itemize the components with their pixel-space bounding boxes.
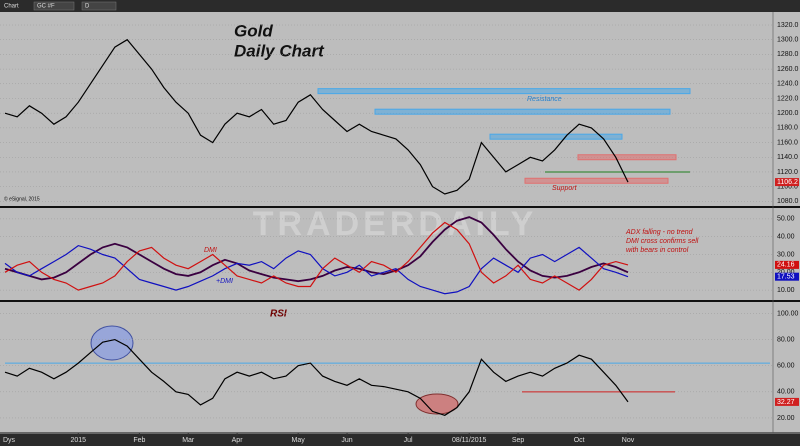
y-tick-label: 1140.0 bbox=[777, 154, 798, 161]
window-title: Chart bbox=[4, 4, 19, 10]
annotation: Support bbox=[552, 185, 578, 192]
y-tick-label: 50.00 bbox=[777, 216, 795, 223]
last-value-tag bbox=[775, 178, 799, 187]
x-tick-label: Nov bbox=[622, 437, 635, 444]
panel-title: RSI bbox=[270, 309, 287, 320]
y-tick-label: 20.00 bbox=[777, 415, 795, 422]
y-tick-label: 1320.0 bbox=[777, 22, 799, 29]
y-tick-label: 1220.0 bbox=[777, 95, 799, 102]
y-tick-label: 1160.0 bbox=[777, 139, 798, 146]
toolbar: Chart GC #F D bbox=[0, 0, 800, 12]
legend-label: +DMI bbox=[216, 278, 233, 285]
y-tick-label: 40.00 bbox=[777, 234, 795, 241]
date-axis-bg bbox=[0, 434, 800, 446]
x-tick-label: May bbox=[292, 437, 306, 444]
y-tick-label: 100.00 bbox=[777, 310, 799, 317]
level-box bbox=[317, 88, 691, 95]
toolbar-bar bbox=[0, 0, 800, 12]
y-tick-label: 30.00 bbox=[777, 251, 795, 258]
symbol-box[interactable] bbox=[33, 1, 75, 11]
x-axis-label: Dys bbox=[3, 437, 16, 444]
y-tick-label: 1180.0 bbox=[777, 125, 798, 132]
interval-box[interactable] bbox=[81, 1, 117, 11]
highlight bbox=[415, 393, 459, 415]
y-tick-label: 1200.0 bbox=[777, 110, 799, 117]
last-value-label: 24.16 bbox=[777, 262, 795, 269]
series-line bbox=[4, 244, 629, 295]
level-box bbox=[374, 108, 671, 115]
series-line bbox=[4, 221, 629, 291]
x-tick-label: 2015 bbox=[71, 437, 87, 444]
x-tick-label: Oct bbox=[574, 437, 585, 444]
x-tick-label: Sep bbox=[512, 437, 525, 444]
annotation: DMI cross confirms sell bbox=[626, 238, 699, 245]
annotation: with bears in control bbox=[626, 247, 689, 254]
x-tick-label: Jun bbox=[341, 437, 352, 444]
y-tick-label: 1240.0 bbox=[777, 81, 799, 88]
level-box bbox=[489, 133, 623, 140]
y-tick-label: 1280.0 bbox=[777, 51, 799, 58]
annotation: Resistance bbox=[527, 96, 562, 103]
x-tick-label: Mar bbox=[182, 437, 195, 444]
last-value-tag bbox=[775, 272, 799, 281]
y-tick-label: 10.00 bbox=[777, 287, 795, 294]
x-tick-label: Apr bbox=[232, 437, 244, 444]
copyright: © eSignal, 2015 bbox=[4, 195, 40, 202]
series-line bbox=[4, 38, 629, 195]
interval[interactable]: D bbox=[85, 4, 90, 10]
y-tick-label: 1080.0 bbox=[777, 198, 799, 205]
last-value-label: 1106.2 bbox=[777, 179, 798, 186]
level-box bbox=[577, 154, 677, 161]
level-box bbox=[524, 177, 669, 184]
last-value-label: 32.27 bbox=[777, 399, 795, 406]
y-tick-label: 60.00 bbox=[777, 363, 795, 370]
highlight bbox=[90, 325, 134, 361]
legend-label: DMI bbox=[204, 247, 217, 254]
last-value-tag bbox=[775, 397, 799, 406]
last-value-label: 17.53 bbox=[777, 274, 795, 281]
x-tick-label: 08/11/2015 bbox=[452, 437, 487, 444]
chart-subtitle: Daily Chart bbox=[234, 41, 325, 60]
x-tick-label: Jul bbox=[404, 437, 413, 444]
y-tick-label: 1260.0 bbox=[777, 66, 799, 73]
y-tick-label: 1100.0 bbox=[777, 183, 798, 190]
y-tick-label: 1120.0 bbox=[777, 169, 798, 176]
y-tick-label: 40.00 bbox=[777, 389, 795, 396]
y-tick-label: 80.00 bbox=[777, 336, 795, 343]
series-line bbox=[4, 338, 629, 416]
y-tick-label: 20.00 bbox=[777, 269, 795, 276]
annotation: ADX falling - no trend bbox=[625, 229, 694, 236]
chart-title: Gold bbox=[234, 21, 273, 40]
symbol[interactable]: GC #F bbox=[37, 4, 55, 10]
x-tick-label: Feb bbox=[133, 437, 145, 444]
last-value-tag bbox=[775, 260, 799, 269]
y-tick-label: 1300.0 bbox=[777, 37, 799, 44]
